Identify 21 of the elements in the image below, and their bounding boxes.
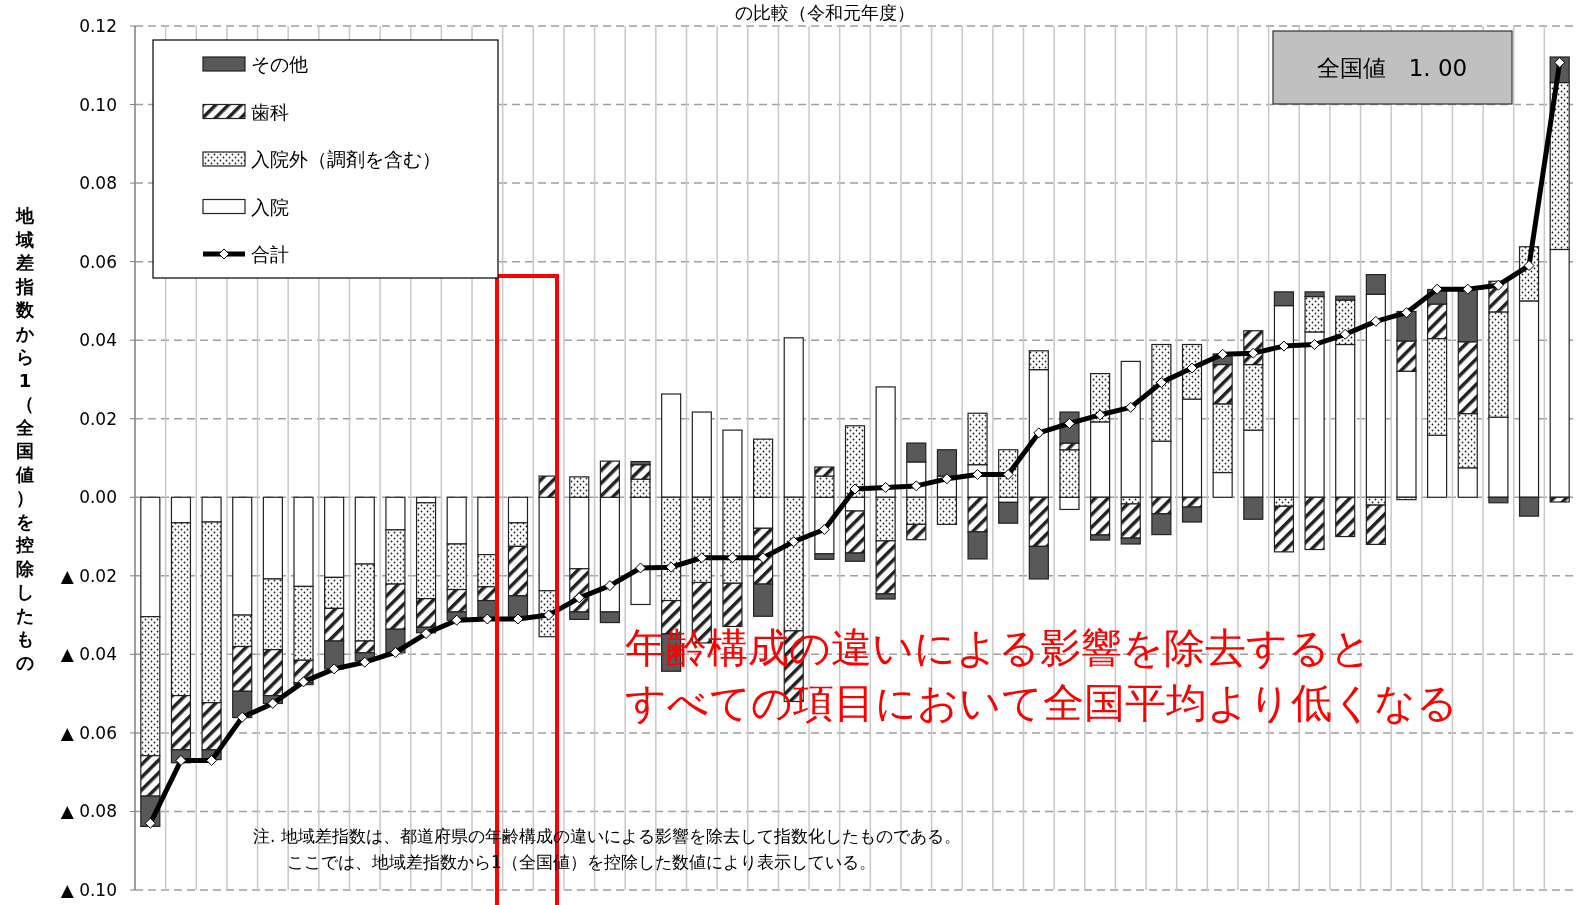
y-tick-label: 0.04 — [79, 330, 117, 351]
y-tick-label: 0.02 — [79, 408, 117, 429]
annotation: すべての項目において全国平均より低くなる — [625, 679, 1458, 727]
y-tick-label: 0.12 — [79, 16, 117, 36]
legend-label: 入院 — [251, 195, 289, 218]
legend-label: 合計 — [251, 243, 289, 265]
chart-title: の比較（令和元年度） — [735, 2, 915, 23]
y-tick-label: 0.10 — [79, 94, 117, 115]
y-tick-label: ▲ 0.08 — [60, 801, 117, 822]
y-tick-label: ▲ 0.04 — [60, 644, 117, 665]
annotation: 全国値 1. 00 — [1316, 55, 1468, 81]
y-tick-label: 0.06 — [79, 251, 117, 272]
y-tick-label: ▲ 0.10 — [60, 880, 117, 900]
y-tick-label: ▲ 0.02 — [60, 565, 117, 586]
y-tick-label: ▲ 0.06 — [60, 722, 117, 743]
legend-label: 入院外（調剤を含む） — [251, 148, 441, 170]
legend-label: 歯科 — [251, 100, 289, 123]
y-axis-title: 地域差指数から1（全国値）を控除したもの — [16, 205, 34, 673]
y-tick-label: 0.00 — [79, 487, 117, 508]
y-tick-label: 0.08 — [79, 173, 117, 194]
legend-label: その他 — [251, 53, 308, 75]
